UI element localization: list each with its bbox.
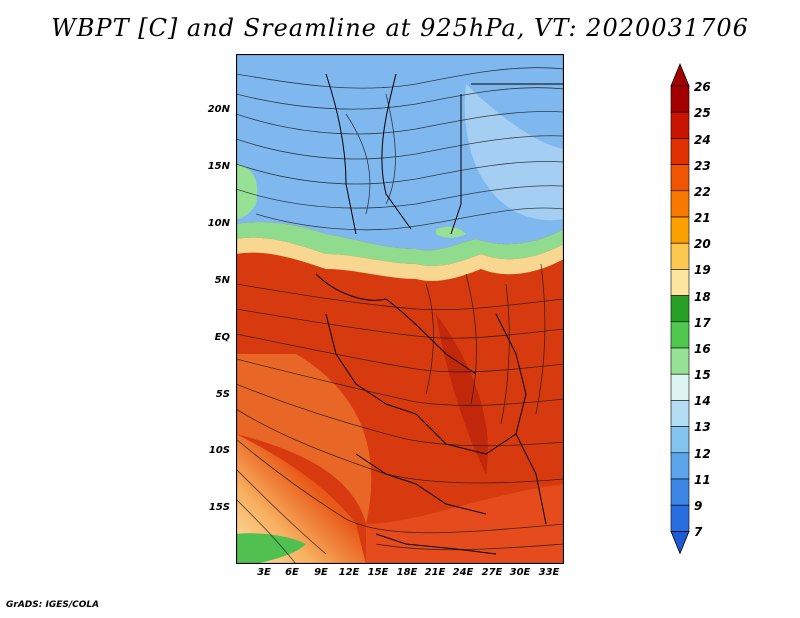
lon-label: 9E	[314, 567, 328, 578]
colorbar-segment	[670, 504, 690, 532]
lon-label: 6E	[285, 567, 299, 578]
lat-label: EQ	[214, 332, 230, 343]
colorbar-segment	[670, 373, 690, 401]
map-title: WBPT [C] and Sreamline at 925hPa, VT: 20…	[51, 14, 749, 42]
colorbar-label: 21	[694, 211, 711, 225]
map-frame	[236, 54, 564, 564]
hot-core	[436, 314, 488, 474]
colorbar-segment	[670, 295, 690, 323]
colorbar-label: 18	[694, 290, 711, 304]
colorbar-label: 23	[694, 159, 711, 173]
southwest-cooler-zone	[236, 434, 366, 564]
colorbar-label: 16	[694, 342, 711, 356]
colorbar-segment	[670, 269, 690, 296]
colorbar-top-arrow	[670, 62, 690, 87]
green-patch-west	[236, 164, 258, 219]
green-band	[236, 222, 564, 266]
colorbar-segment	[670, 400, 690, 427]
lon-label: 27E	[481, 567, 503, 578]
country-borders	[315, 73, 564, 555]
colorbar-label: 17	[694, 316, 711, 330]
lat-label: 10S	[208, 445, 230, 456]
green-patch-southwest	[236, 533, 306, 564]
lon-label: 18E	[396, 567, 418, 578]
colorbar-bottom-arrow	[670, 530, 690, 555]
colorbar-segment	[670, 164, 690, 192]
colorbar-segment	[670, 452, 690, 480]
lat-label: 15S	[208, 502, 230, 513]
lon-label: 15E	[367, 567, 389, 578]
colorbar-segment	[670, 85, 690, 113]
green-patch-north	[436, 226, 466, 238]
credit-label: GrADS: IGES/COLA	[6, 600, 100, 610]
lon-label: 30E	[509, 567, 531, 578]
colorbar-segment	[670, 111, 690, 139]
colorbar-label: 24	[694, 133, 711, 147]
colorbar-label: 15	[694, 368, 711, 382]
lat-label: 10N	[207, 218, 230, 229]
colorbar-segment	[670, 190, 690, 218]
colorbar	[670, 62, 690, 555]
lat-label: 5S	[215, 389, 230, 400]
lat-label: 5N	[214, 275, 230, 286]
colorbar-segment	[670, 478, 690, 506]
colorbar-label: 22	[694, 185, 711, 199]
colorbar-label: 11	[694, 473, 711, 487]
colorbar-segment	[670, 347, 690, 375]
colorbar-segment	[670, 426, 690, 454]
colorbar-label: 13	[694, 420, 711, 434]
lon-label: 3E	[257, 567, 271, 578]
southeast-zone	[366, 484, 564, 564]
colorbar-segment	[670, 138, 690, 165]
colorbar-segment	[670, 216, 690, 244]
lat-label: 20N	[207, 104, 230, 115]
colorbar-label: 26	[694, 80, 711, 94]
lon-label: 21E	[424, 567, 446, 578]
colorbar-label: 14	[694, 394, 711, 408]
colorbar-segment	[670, 321, 690, 349]
lon-label: 12E	[338, 567, 360, 578]
colorbar-label: 25	[694, 106, 711, 120]
streamlines	[236, 67, 564, 564]
colorbar-label: 19	[694, 263, 711, 277]
lon-label: 24E	[452, 567, 474, 578]
yellow-band	[236, 237, 564, 281]
colorbar-label: 7	[694, 525, 703, 539]
lon-label: 33E	[538, 567, 560, 578]
colorbar-label: 20	[694, 237, 711, 251]
map-panel	[236, 54, 564, 564]
colorbar-label: 9	[694, 499, 703, 513]
colorbar-segment	[670, 242, 690, 270]
orange-zone	[236, 354, 372, 524]
colorbar-label: 12	[694, 447, 711, 461]
lat-label: 15N	[207, 161, 230, 172]
